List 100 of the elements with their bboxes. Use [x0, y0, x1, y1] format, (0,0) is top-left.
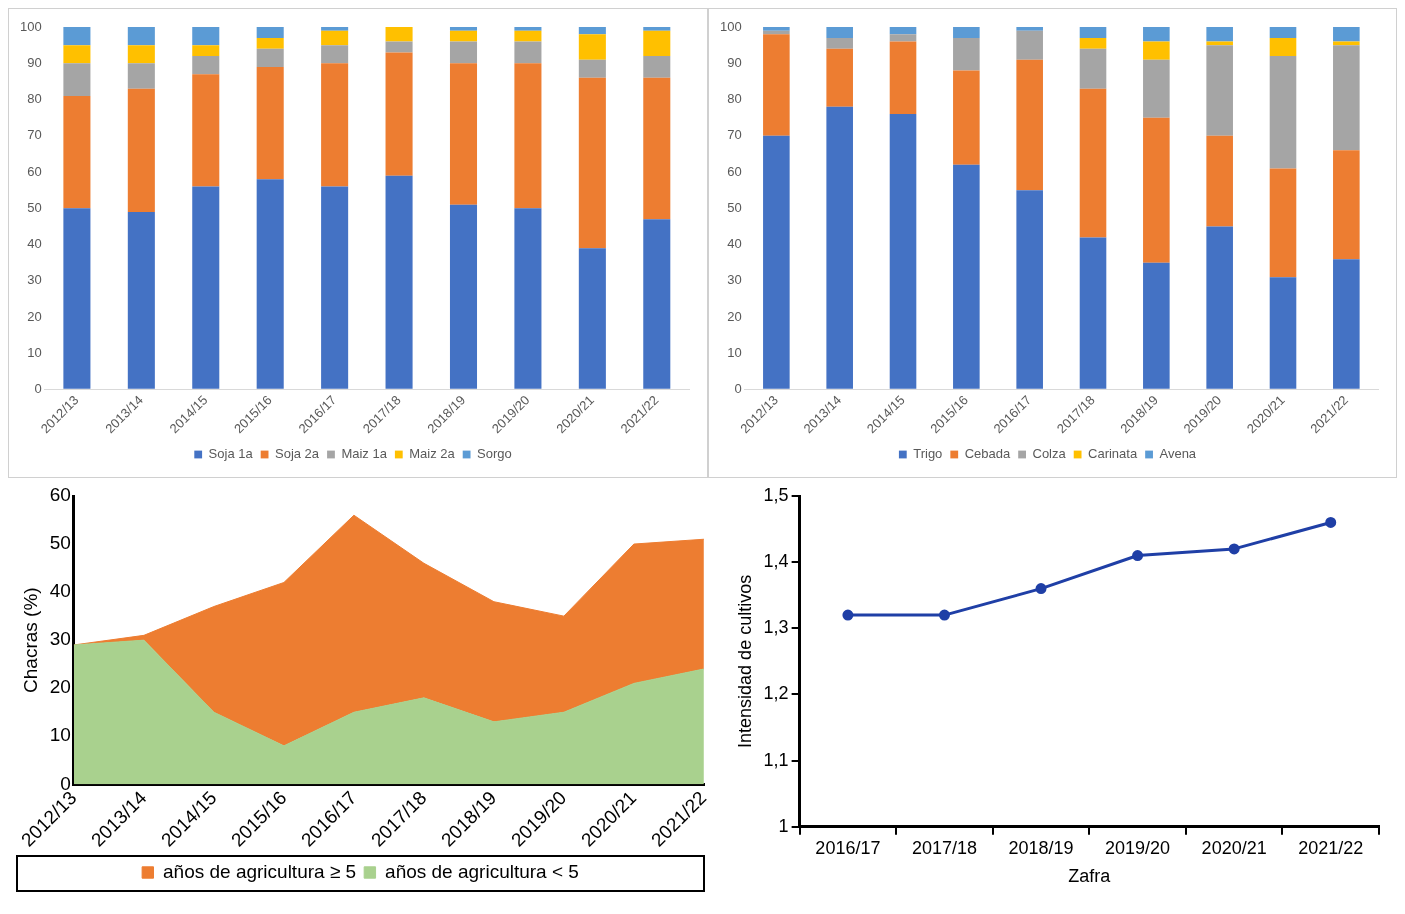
bar: [385, 41, 413, 53]
bar: [321, 27, 349, 31]
bar: [763, 34, 790, 136]
y-tick-label: 50: [49, 532, 71, 554]
bar: [1269, 27, 1297, 38]
bar: [1143, 262, 1170, 389]
bar: [1269, 56, 1297, 169]
bar: [953, 70, 980, 165]
legend-label: años de agricultura ≥ 5: [163, 860, 357, 882]
y-tick-label: 70: [727, 127, 742, 143]
legend-label: Maiz 2a: [409, 446, 456, 462]
y-tick-label: 40: [727, 236, 742, 252]
bar: [889, 41, 917, 115]
bar: [449, 27, 478, 31]
bar: [1016, 190, 1043, 389]
y-tick-label: 40: [49, 580, 71, 602]
bar: [514, 41, 542, 64]
bar: [127, 45, 155, 64]
y-tick-label: 10: [49, 724, 71, 746]
y-tick-label: 30: [49, 628, 71, 650]
bar: [256, 48, 284, 67]
bar: [1143, 59, 1170, 118]
bar: [1079, 88, 1107, 238]
x-tick-label: 2017/18: [911, 837, 978, 858]
bar: [63, 63, 91, 96]
x-tick-label: 2019/20: [1105, 837, 1171, 858]
point: [1228, 543, 1240, 555]
legend-label: Colza: [1032, 446, 1067, 462]
y-tick-label: 30: [27, 272, 42, 288]
y-tick-label: 20: [27, 308, 42, 324]
y-tick-label: 100: [719, 18, 742, 34]
bar: [256, 27, 284, 38]
bar: [256, 66, 284, 180]
bar: [192, 186, 220, 389]
bar: [1333, 27, 1360, 42]
bar: [578, 34, 606, 60]
bar: [514, 30, 542, 42]
bar: [385, 175, 413, 389]
bar: [1333, 150, 1360, 260]
bar: [953, 27, 980, 38]
y-tick-label: 50: [27, 199, 42, 215]
bar: [953, 164, 980, 389]
point: [938, 609, 950, 621]
bar: [889, 34, 917, 42]
y-tick-label: 60: [49, 484, 71, 506]
y-tick-label: 10: [27, 345, 42, 361]
bar: [385, 52, 413, 176]
y-axis-title: Intensidad de cultivos: [734, 574, 755, 748]
y-tick-label: 0: [734, 381, 742, 397]
legend-label: Maiz 1a: [341, 446, 388, 462]
point: [1325, 516, 1337, 528]
bar: [953, 37, 980, 71]
bar: [514, 63, 542, 209]
y-tick-label: 80: [27, 91, 42, 107]
bar: [449, 204, 478, 389]
bar: [1206, 226, 1233, 389]
bar: [514, 208, 542, 389]
bar: [192, 56, 220, 75]
bar: [1079, 37, 1107, 49]
bar: [643, 56, 671, 78]
y-tick-label: 1,3: [763, 617, 789, 638]
bar: [63, 27, 91, 46]
bar: [192, 27, 220, 46]
bar: [643, 30, 671, 57]
legend-label: Soja 2a: [274, 446, 320, 462]
bar: [1143, 117, 1170, 263]
bar: [63, 208, 91, 389]
bar: [192, 45, 220, 57]
bar: [1333, 45, 1360, 151]
legend-label: Carinata: [1088, 446, 1138, 462]
x-axis-title: Zafra: [1068, 866, 1112, 887]
bar: [385, 27, 413, 42]
bar: [1206, 45, 1233, 136]
x-tick-label: 2020/21: [1201, 837, 1267, 858]
bar: [256, 37, 284, 49]
bar: [63, 45, 91, 64]
bar: [321, 45, 349, 64]
legend-label: Sorgo: [477, 446, 512, 462]
bar: [127, 88, 155, 212]
bar: [321, 63, 349, 187]
bar: [1269, 277, 1297, 389]
bar: [1269, 37, 1297, 57]
bar: [1143, 27, 1170, 42]
bar: [192, 74, 220, 187]
bar: [321, 186, 349, 389]
point: [842, 609, 854, 621]
bar: [643, 219, 671, 389]
x-tick-label: 2018/19: [1008, 837, 1074, 858]
y-tick-label: 60: [27, 163, 42, 179]
bar: [256, 179, 284, 389]
bar: [826, 27, 853, 38]
y-tick-label: 1,2: [763, 683, 789, 704]
y-tick-label: 100: [19, 18, 42, 34]
point: [1132, 550, 1144, 562]
bar: [578, 59, 606, 78]
bar: [578, 27, 606, 35]
y-axis-title: Chacras (%): [19, 587, 41, 693]
legend-label: Avena: [1159, 446, 1197, 462]
bar: [763, 27, 790, 31]
y-tick-label: 1,4: [763, 551, 789, 572]
